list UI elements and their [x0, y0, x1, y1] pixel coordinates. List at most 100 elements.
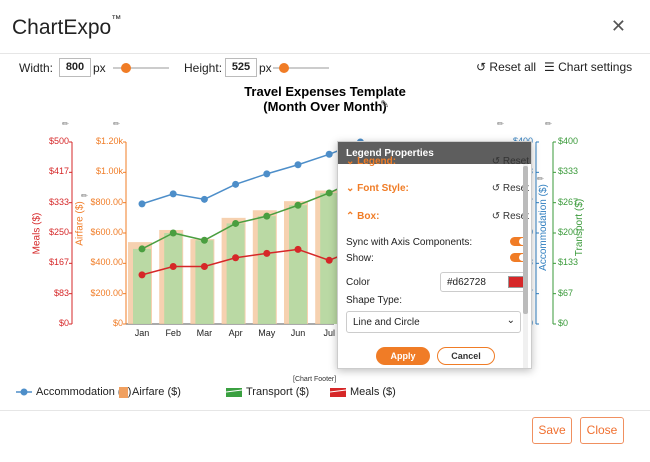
axis-tick-label: $400.00: [90, 257, 123, 268]
width-input[interactable]: 800: [59, 58, 91, 77]
x-tick-label: Jul: [323, 328, 335, 338]
width-slider-knob[interactable]: [121, 63, 131, 73]
apply-button[interactable]: Apply: [376, 347, 430, 365]
reset-legend-button[interactable]: ↺ Reset: [491, 156, 529, 167]
axis-tick-label: $0: [558, 318, 569, 328]
series-accommodation-point: [232, 180, 240, 188]
series-meals-point: [169, 262, 177, 270]
height-slider-knob[interactable]: [279, 63, 289, 73]
airfare-axis-title[interactable]: Airfare ($): [74, 201, 86, 246]
section-font-label: Font Style:: [357, 183, 409, 194]
chevron-down-icon: ⌄: [346, 156, 355, 167]
color-input[interactable]: #d62728: [440, 272, 528, 292]
app-header: ChartExpo™ ✕: [0, 0, 650, 54]
reset-all-button[interactable]: ↺ Reset all: [476, 60, 537, 74]
color-swatch[interactable]: [508, 276, 524, 288]
axis-tick-label: $400: [558, 136, 579, 146]
panel-title: Legend Properties: [338, 142, 531, 164]
chart-title[interactable]: Travel Expenses Template: [244, 84, 406, 99]
transport-axis-title[interactable]: Transport ($): [574, 198, 586, 257]
axis-tick-label: $267: [558, 196, 579, 207]
close-icon[interactable]: ✕: [610, 16, 626, 36]
edit-pencil-icon[interactable]: ✎: [495, 118, 506, 129]
series-accommodation-point: [263, 170, 271, 178]
width-slider[interactable]: [113, 63, 169, 73]
x-tick-label: Apr: [229, 328, 243, 338]
series-accommodation-point: [169, 190, 177, 198]
edit-pencil-icon[interactable]: ✎: [111, 118, 122, 129]
section-box[interactable]: ⌃ Box: ↺ Reset: [346, 211, 529, 222]
bar-transport: [289, 205, 307, 324]
show-label: Show:: [346, 253, 374, 264]
chevron-down-icon: ⌄: [506, 315, 515, 326]
axis-tick-label: $250: [48, 227, 69, 237]
series-accommodation-point: [294, 161, 302, 169]
series-transport-point: [263, 212, 271, 220]
legend-item-transport[interactable]: Transport ($): [226, 386, 309, 398]
accommodation-axis-title[interactable]: Accommodation ($): [537, 184, 549, 271]
edit-title-icon[interactable]: ✎: [380, 99, 390, 111]
panel-scrollbar-thumb[interactable]: [523, 166, 528, 314]
chevron-down-icon: ⌄: [346, 183, 355, 194]
height-slider[interactable]: [273, 63, 329, 73]
series-meals-point: [294, 245, 302, 253]
section-font-style[interactable]: ⌄ Font Style: ↺ Reset: [346, 183, 529, 194]
series-transport-point: [294, 201, 302, 209]
chart-subtitle[interactable]: (Month Over Month): [263, 99, 387, 114]
legend-label-meals: Meals ($): [350, 386, 396, 398]
axis-tick-label: $133: [558, 257, 579, 268]
sync-toggle[interactable]: [510, 237, 527, 246]
legend-label-transport: Transport ($): [246, 386, 310, 398]
color-row: Color #d62728: [346, 272, 529, 296]
color-hex-value: #d62728: [447, 277, 486, 288]
section-legend[interactable]: ⌄ Legend: ↺ Reset: [346, 156, 529, 167]
reset-font-button[interactable]: ↺ Reset: [491, 183, 529, 194]
series-transport-point: [138, 245, 146, 253]
edit-pencil-icon[interactable]: ✎: [535, 173, 546, 184]
edit-pencil-icon[interactable]: ✎: [79, 190, 90, 201]
series-accommodation-point: [325, 150, 333, 158]
width-label: Width:: [19, 61, 54, 75]
width-unit: px: [93, 61, 106, 75]
height-input[interactable]: 525: [225, 58, 257, 77]
shape-type-value: Line and Circle: [353, 317, 420, 328]
axis-tick-label: $0: [112, 318, 123, 328]
meals-axis-title[interactable]: Meals ($): [31, 212, 43, 255]
chart-footer-tag[interactable]: [Chart Footer]: [293, 376, 337, 383]
legend-item-airfare[interactable]: Airfare ($): [119, 386, 181, 398]
bar-line-icon: [226, 388, 242, 397]
x-tick-label: Jan: [135, 328, 150, 338]
axis-tick-label: $0: [58, 318, 69, 328]
shape-type-select[interactable]: Line and Circle ⌄: [346, 311, 521, 333]
bar-transport: [133, 248, 151, 324]
series-transport-point: [232, 219, 240, 227]
show-toggle[interactable]: [510, 253, 527, 262]
edit-pencil-icon[interactable]: ✎: [543, 118, 554, 129]
panel-scrollbar[interactable]: [523, 164, 528, 368]
axis-tick-label: $1.00k: [95, 166, 123, 177]
save-button[interactable]: Save: [532, 417, 572, 444]
series-transport-point: [325, 189, 333, 197]
series-meals-point: [200, 262, 208, 270]
series-transport-line: [141, 177, 361, 250]
cancel-button[interactable]: Cancel: [437, 347, 495, 365]
legend-item-accommodation[interactable]: Accommodation ($): [16, 386, 131, 398]
chart-legend: Accommodation ($) Airfare ($) Transport …: [0, 381, 650, 401]
x-tick-label: Feb: [165, 328, 181, 338]
reset-box-button[interactable]: ↺ Reset: [491, 211, 529, 222]
edit-pencil-icon[interactable]: ✎: [60, 118, 71, 129]
bar-line-icon: [330, 388, 346, 397]
dialog-footer: Save Close: [0, 410, 650, 462]
legend-item-meals[interactable]: Meals ($): [330, 386, 396, 398]
series-transport-point: [200, 236, 208, 244]
close-button[interactable]: Close: [580, 417, 624, 444]
series-meals-point: [138, 271, 146, 279]
chart-settings-button[interactable]: ☰ Chart settings: [544, 60, 633, 74]
bar-transport: [195, 240, 214, 324]
series-meals-line: [141, 246, 361, 276]
sliders-icon: ☰: [544, 60, 555, 74]
legend-label-accommodation: Accommodation ($): [36, 386, 132, 398]
shape-type-label: Shape Type:: [346, 295, 402, 306]
sync-label: Sync with Axis Components:: [346, 237, 473, 248]
series-meals-point: [232, 254, 240, 262]
